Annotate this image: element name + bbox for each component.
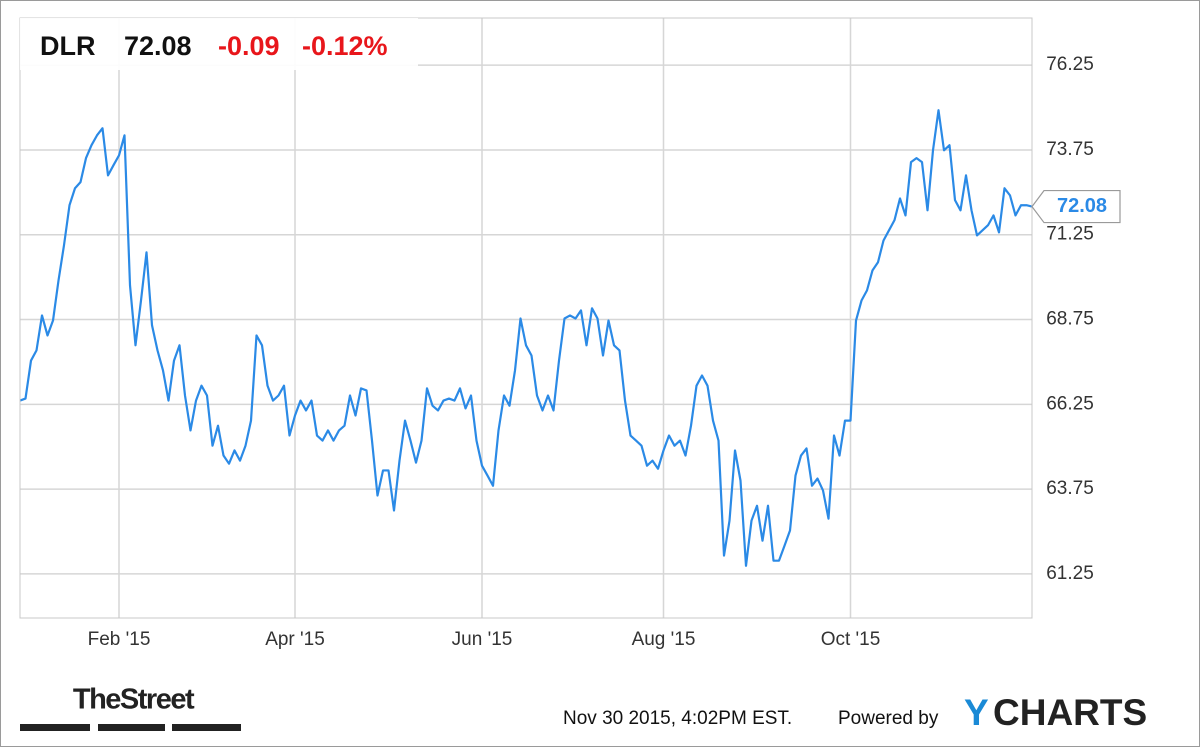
last-value-box [1031,189,1121,224]
plot-border [19,17,1033,619]
logo-bar [20,724,90,731]
last-value-label: 72.08 [1057,195,1107,217]
header-box [20,18,418,70]
y-tick-label: 73.75 [1046,139,1094,160]
y-tick-label: 71.25 [1046,224,1094,245]
powered-by: Powered by [838,708,939,729]
source-logo: TheStreet [73,684,195,716]
logo-bar [172,724,241,731]
y-tick-label: 76.25 [1046,54,1094,75]
brand-mark: Y [964,692,989,733]
timestamp: Nov 30 2015, 4:02PM EST. [563,708,792,729]
x-tick-label: Apr '15 [265,629,325,650]
y-tick-label: 63.75 [1046,478,1094,499]
y-tick-label: 61.25 [1046,563,1094,584]
y-tick-label: 68.75 [1046,309,1094,330]
y-tick-label: 66.25 [1046,393,1094,414]
change-pct: -0.12% [302,31,388,61]
change: -0.09 [218,31,280,61]
ticker: DLR [40,31,96,61]
x-tick-label: Aug '15 [632,629,696,650]
brand: CHARTS [993,692,1147,733]
plot-area [19,18,1033,618]
x-tick-label: Oct '15 [821,629,881,650]
logo-bar [98,724,165,731]
price: 72.08 [124,31,192,61]
price-line [19,109,1033,567]
x-tick-label: Jun '15 [452,629,513,650]
x-tick-label: Feb '15 [88,629,151,650]
